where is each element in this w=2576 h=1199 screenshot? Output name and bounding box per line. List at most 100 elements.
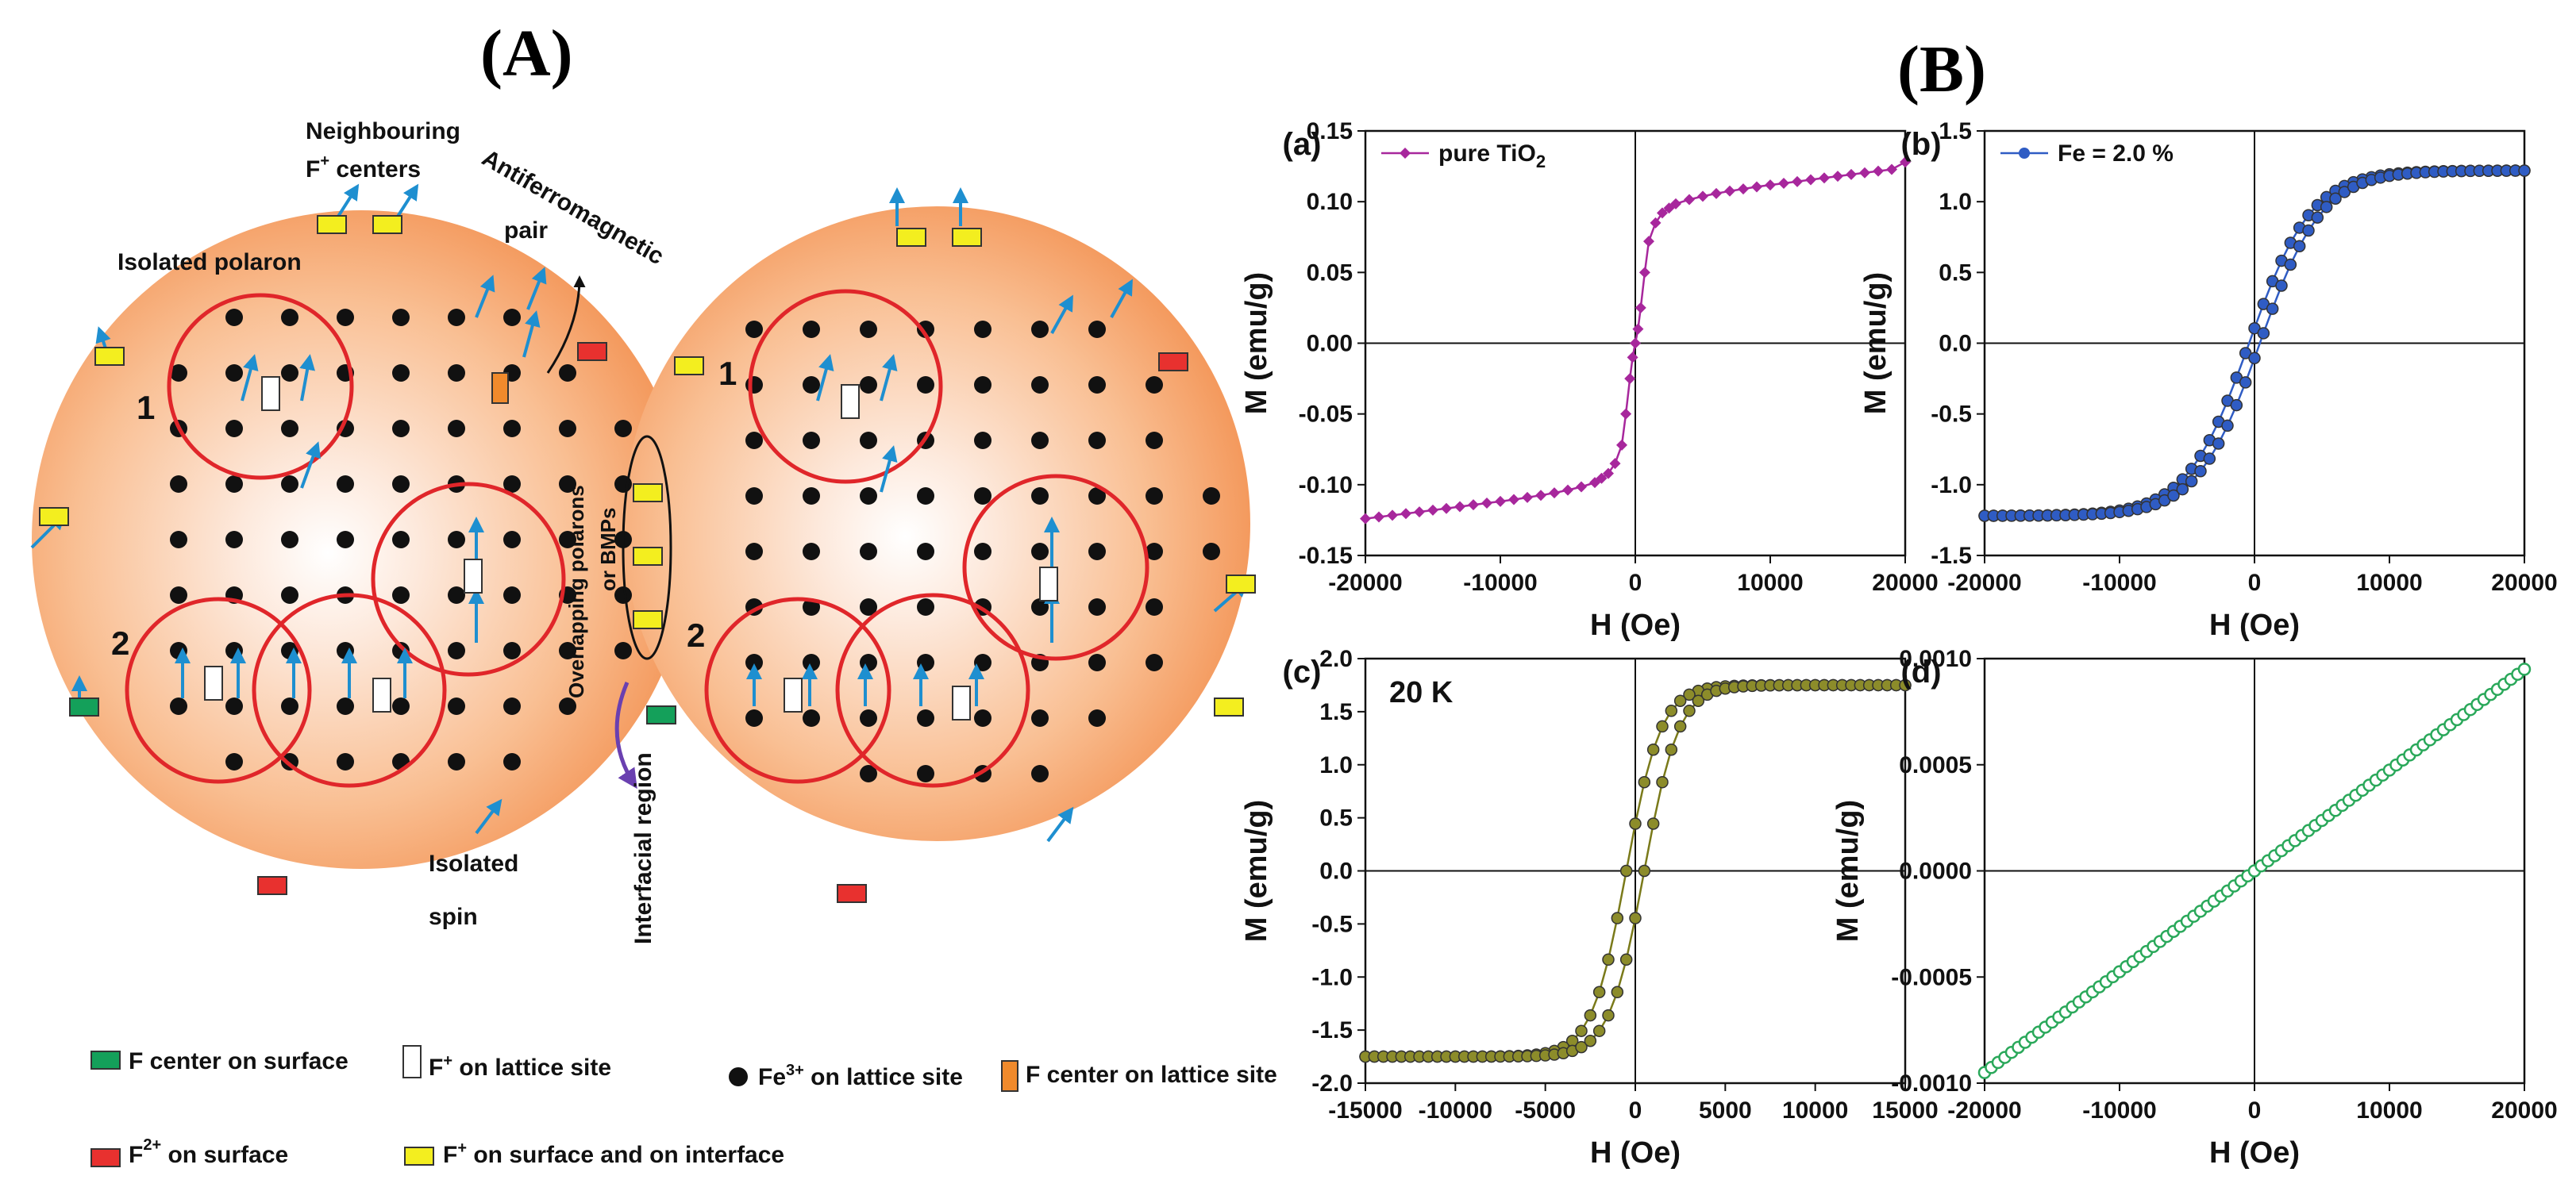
defect-markers	[39, 215, 1256, 903]
fe3-dot	[1146, 543, 1163, 560]
defect-marker	[204, 666, 223, 701]
fe3-dot	[559, 420, 576, 437]
legend-label: pure TiO2	[1438, 140, 1546, 171]
interfacial-arrow	[614, 682, 637, 790]
legend-swatch-fplus-lattice	[402, 1045, 422, 1078]
data-point	[1624, 373, 1636, 385]
y-tick-label: 0.0005	[1899, 752, 1972, 778]
spin-arrow	[475, 798, 502, 835]
data-point	[1635, 302, 1646, 313]
data-point	[1657, 207, 1668, 219]
spin-arrow	[816, 354, 834, 402]
fe3-dot	[917, 543, 934, 560]
defect-marker	[784, 678, 803, 713]
legend-label: Fe = 2.0 %	[2058, 140, 2174, 167]
data-point	[2167, 489, 2180, 502]
right-sphere	[623, 206, 1250, 841]
fe3-dot	[1088, 432, 1106, 449]
y-tick-label: 0.5	[1939, 259, 1972, 286]
fe3-dot	[1146, 376, 1163, 394]
defect-marker	[1214, 697, 1244, 717]
data-point	[1611, 912, 1624, 924]
data-point	[1620, 408, 1632, 420]
y-tick-label: -1.0	[1931, 472, 1972, 498]
label-f-centers: F+ centers	[306, 152, 421, 183]
fe3-dot	[974, 432, 992, 449]
legend-marker	[2019, 148, 2030, 159]
data-point	[1665, 743, 1678, 756]
y-tick-label: -1.5	[1311, 1017, 1353, 1043]
x-tick-label: 0	[1629, 570, 1642, 596]
magnetization-charts: -20000 -10000 0 10000 20000 -0.15 -0.10 -0.05 0.…	[1240, 118, 2558, 1170]
subplot-label: (b)	[1900, 127, 1941, 162]
data-point	[1629, 817, 1642, 830]
fe3-dot	[170, 531, 187, 548]
data-point	[2239, 376, 2252, 389]
data-point	[1846, 168, 1857, 180]
legend-swatch-f-center-lattice	[1001, 1060, 1018, 1092]
fe3-dot	[392, 364, 410, 382]
x-tick-label: 15000	[1872, 1097, 1938, 1124]
fe3-dot	[337, 475, 354, 493]
data-point	[1692, 694, 1705, 707]
data-point	[1711, 187, 1722, 199]
data-point	[1400, 508, 1411, 520]
data-point	[1611, 986, 1624, 999]
y-tick-label: -2.0	[1311, 1070, 1353, 1097]
x-tick-label: -20000	[1947, 1097, 2021, 1124]
data-point	[1616, 439, 1627, 451]
legend-f-center-lattice: F center on lattice site	[1026, 1062, 1277, 1088]
fe3-lattice-dots	[170, 309, 1220, 782]
subplot-label: (a)	[1283, 127, 1322, 162]
fe3-dot	[1088, 709, 1106, 727]
legend-f-center-surface: F center on surface	[129, 1048, 348, 1074]
fe3-dot	[1031, 432, 1049, 449]
data-point	[1414, 506, 1425, 518]
label-interfacial-region: Interfacial region	[630, 752, 657, 944]
fe3-dot	[170, 642, 187, 659]
fe3-dot	[917, 709, 934, 727]
spin-arrow	[300, 441, 321, 489]
data-point	[2338, 186, 2351, 198]
fe3-dot	[337, 531, 354, 548]
fe3-dot	[503, 697, 521, 715]
data-point	[1584, 1035, 1597, 1047]
y-tick-label: -0.0010	[1891, 1070, 1972, 1097]
data-point	[1805, 174, 1816, 186]
fe3-dot	[225, 475, 243, 493]
polaron-circle	[167, 293, 354, 480]
y-tick-label: 1.5	[1319, 699, 1353, 725]
data-point	[2275, 279, 2288, 292]
y-tick-label: 0.00	[1307, 331, 1353, 357]
spin-arrow	[1110, 279, 1133, 318]
fe3-dot	[803, 487, 820, 505]
data-point	[1900, 156, 1911, 168]
x-tick-label: 20000	[2491, 1097, 2557, 1124]
data-point	[1638, 864, 1651, 878]
defect-marker	[577, 342, 607, 361]
overlap-ellipse	[622, 435, 672, 660]
fe3-dot	[974, 487, 992, 505]
data-point	[1441, 502, 1452, 514]
data-point	[2284, 258, 2297, 271]
defect-marker	[261, 376, 280, 411]
y-tick-label: 0.0	[1939, 331, 1972, 357]
y-axis-label: M (emu/g)	[1240, 272, 1273, 414]
x-tick-label: 10000	[2356, 1097, 2422, 1124]
fe3-dot	[1031, 765, 1049, 782]
fe3-dot	[860, 376, 877, 394]
fe3-dot	[1031, 321, 1049, 338]
fe3-dot	[170, 697, 187, 715]
fe3-dot	[448, 309, 465, 326]
label-bmps: or BMPs	[596, 508, 620, 591]
fe3-dot	[1146, 432, 1163, 449]
fe3-dot	[1088, 543, 1106, 560]
data-point	[2320, 201, 2333, 213]
data-point	[2248, 352, 2261, 365]
defect-marker	[896, 228, 926, 247]
legend-fplus-surface: F+ on surface and on interface	[443, 1139, 784, 1168]
data-point	[2302, 224, 2315, 237]
fe3-dot	[337, 642, 354, 659]
fe3-dot	[1203, 487, 1220, 505]
fe3-dot	[860, 321, 877, 338]
